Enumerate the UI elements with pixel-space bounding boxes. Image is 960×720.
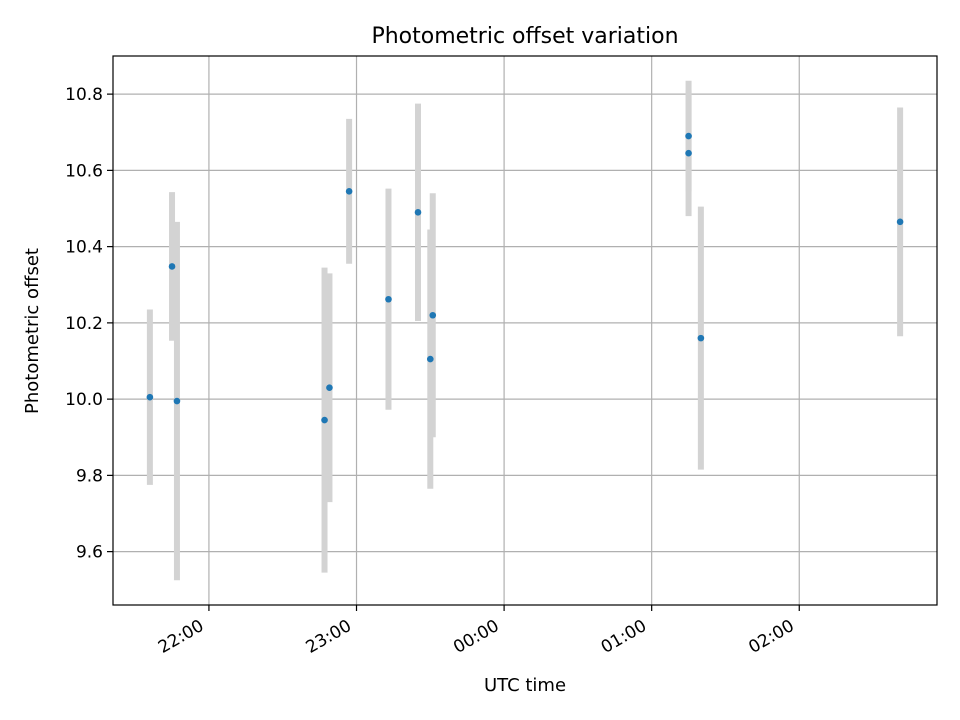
data-point [326, 384, 333, 391]
data-point [429, 311, 437, 319]
data-point [168, 263, 176, 270]
data-point [321, 416, 328, 424]
data-point [385, 295, 392, 303]
chart-title: Photometric offset variation [371, 24, 678, 49]
data-point [414, 209, 422, 216]
data-point [896, 218, 904, 226]
data-points [146, 132, 904, 424]
plot-frame [112, 55, 938, 606]
data-point [173, 397, 181, 405]
data-point [697, 334, 705, 342]
y-tick-label: 10.2 [65, 314, 103, 334]
y-tick-label: 10.0 [65, 390, 103, 410]
grid [113, 56, 937, 605]
y-tick-label: 9.8 [76, 466, 103, 486]
y-tick-label: 10.4 [65, 238, 103, 258]
data-point [345, 188, 353, 195]
data-point [427, 355, 434, 363]
data-point [146, 393, 154, 401]
x-axis-label: UTC time [484, 675, 566, 696]
y-tick-label: 9.6 [76, 543, 103, 563]
y-tick-label: 10.6 [65, 161, 103, 181]
data-point [685, 149, 692, 157]
data-point [685, 132, 692, 140]
y-tick-label: 10.8 [65, 85, 103, 105]
y-axis-label: Photometric offset [22, 248, 43, 414]
y-ticks: 9.6 9.8 10.0 10.2 10.4 10.6 10.8 [65, 85, 113, 563]
